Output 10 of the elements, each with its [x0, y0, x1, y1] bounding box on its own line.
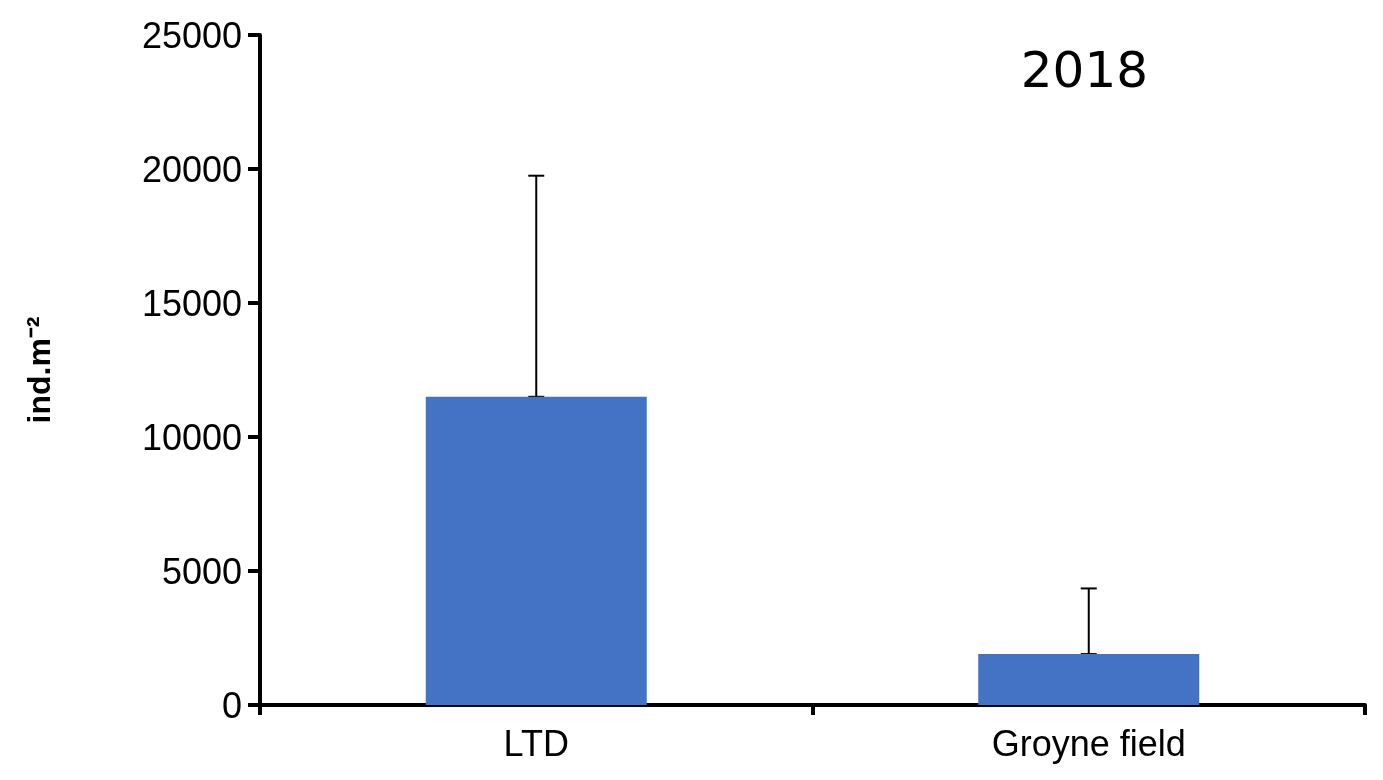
- y-tick-label: 20000: [141, 148, 242, 190]
- y-tick-label: 15000: [141, 282, 242, 324]
- y-tick-label: 25000: [141, 14, 242, 56]
- y-tick-label: 5000: [161, 550, 242, 592]
- y-tick-label: 10000: [141, 416, 242, 458]
- y-axis-title: ind.m⁻²: [21, 316, 57, 424]
- annotation: 2018: [1020, 41, 1148, 99]
- x-tick-label: Groyne field: [991, 722, 1186, 764]
- y-tick-label: 0: [221, 684, 242, 726]
- x-tick-label: LTD: [503, 722, 569, 764]
